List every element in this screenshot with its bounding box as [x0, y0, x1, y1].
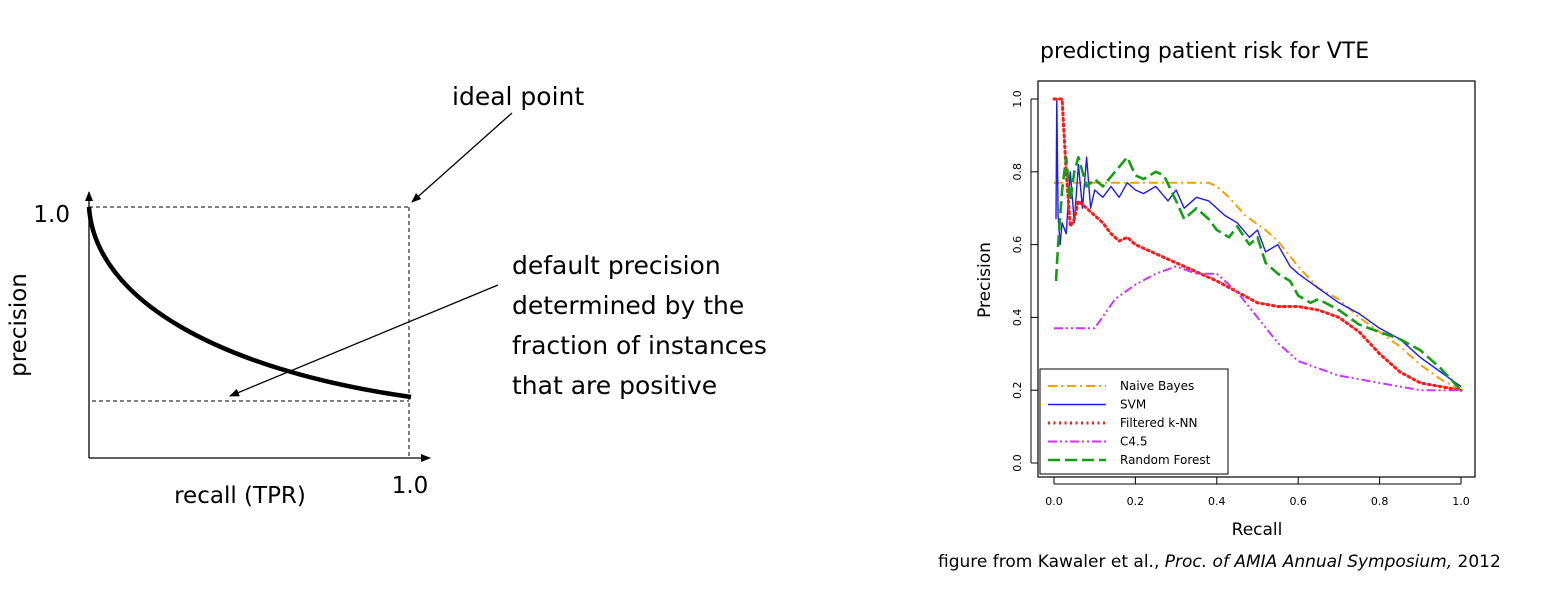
- diagram-x-tick-label: 1.0: [392, 473, 429, 499]
- legend-label: SVM: [1120, 398, 1146, 412]
- y-tick-label: 0.0: [1011, 454, 1024, 472]
- ideal-point-label: ideal point: [452, 82, 584, 111]
- chart-y-axis-label: Precision: [975, 242, 995, 318]
- chart-legend: Naive Bayes SVM Filtered k-NN C4.5 Random Fo…: [1039, 368, 1229, 475]
- chart-x-axis-label: Recall: [1232, 520, 1283, 540]
- diagram-y-axis-label: precision: [6, 273, 32, 377]
- legend-label: Random Forest: [1120, 453, 1211, 467]
- pr-concept-diagram: 1.0 1.0 precision recall (TPR) ideal poi…: [6, 82, 767, 509]
- y-axis-ticks: 0.0 0.2 0.4 0.6 0.8 1.0: [1011, 90, 1038, 472]
- figure-caption: figure from Kawaler et al., Proc. of AMI…: [938, 552, 1561, 572]
- y-tick-label: 0.8: [1011, 163, 1024, 181]
- x-tick-label: 0.2: [1127, 495, 1145, 508]
- pr-curve: [86, 206, 412, 400]
- default-precision-line-1: default precision: [512, 251, 721, 280]
- chart-title: predicting patient risk for VTE: [1040, 39, 1369, 64]
- default-precision-line-4: that are positive: [512, 371, 717, 400]
- series-line-random-forest: [1054, 155, 1462, 392]
- series-line-svm: [1055, 98, 1462, 388]
- x-tick-label: 0.4: [1208, 495, 1226, 508]
- x-axis-ticks: 0.0 0.2 0.4 0.6 0.8 1.0: [1045, 477, 1470, 508]
- x-tick-label: 0.8: [1371, 495, 1389, 508]
- diagram-x-axis-label: recall (TPR): [174, 483, 306, 509]
- caption-venue: Proc. of AMIA Annual Symposium,: [1164, 552, 1453, 572]
- plot-frame: [1037, 80, 1476, 478]
- default-precision-line-3: fraction of instances: [512, 331, 767, 360]
- diagram-y-tick-label: 1.0: [33, 202, 70, 228]
- x-tick-label: 0.6: [1289, 495, 1307, 508]
- legend-label: Filtered k-NN: [1120, 416, 1198, 430]
- caption-year: 2012: [1452, 552, 1501, 572]
- caption-prefix: figure from Kawaler et al.,: [938, 552, 1165, 572]
- y-tick-label: 0.4: [1011, 309, 1024, 327]
- y-tick-label: 0.6: [1011, 236, 1024, 254]
- series-line-naive-bayes: [1054, 181, 1462, 392]
- default-precision-line-2: determined by the: [512, 291, 744, 320]
- ideal-point-arrow: [411, 112, 513, 203]
- series-line-c4-5: [1054, 265, 1461, 392]
- legend-label: Naive Bayes: [1120, 379, 1194, 393]
- y-tick-label: 0.2: [1011, 381, 1024, 399]
- default-precision-arrow: [229, 284, 499, 397]
- series-line-filtered-k-nn: [1052, 97, 1463, 392]
- y-tick-label: 1.0: [1011, 90, 1024, 108]
- x-tick-label: 1.0: [1452, 495, 1470, 508]
- legend-label: C4.5: [1120, 435, 1147, 449]
- x-tick-label: 0.0: [1045, 495, 1063, 508]
- series-lines: [1052, 97, 1463, 392]
